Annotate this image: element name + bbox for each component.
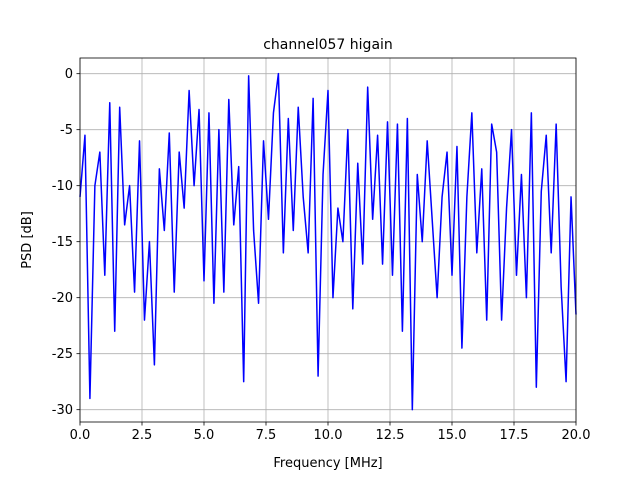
plot-frame <box>79 57 577 423</box>
y-axis-label: PSD [dB] <box>20 211 35 269</box>
x-tick-label: 17.5 <box>500 428 529 443</box>
x-tick-label: 10.0 <box>314 428 343 443</box>
chart-title: channel057 higain <box>263 37 393 53</box>
x-tick-label: 20.0 <box>562 428 591 443</box>
x-tick-label: 5.0 <box>194 428 215 443</box>
y-tick-label: -30 <box>52 403 73 418</box>
y-tick-label: 0 <box>65 67 73 82</box>
data-line <box>79 72 577 411</box>
x-tick-label: 12.5 <box>376 428 405 443</box>
x-tick-label: 7.5 <box>256 428 277 443</box>
y-tick-label: -20 <box>52 291 73 306</box>
y-tick-label: -15 <box>52 235 73 250</box>
x-axis-label: Frequency [MHz] <box>273 456 382 471</box>
y-tick-label: -10 <box>52 179 73 194</box>
x-tick-label: 2.5 <box>132 428 153 443</box>
y-tick-label: -25 <box>52 347 73 362</box>
x-tick-label: 15.0 <box>438 428 467 443</box>
y-tick-label: -5 <box>60 123 73 138</box>
x-tick-label: 0.0 <box>70 428 91 443</box>
